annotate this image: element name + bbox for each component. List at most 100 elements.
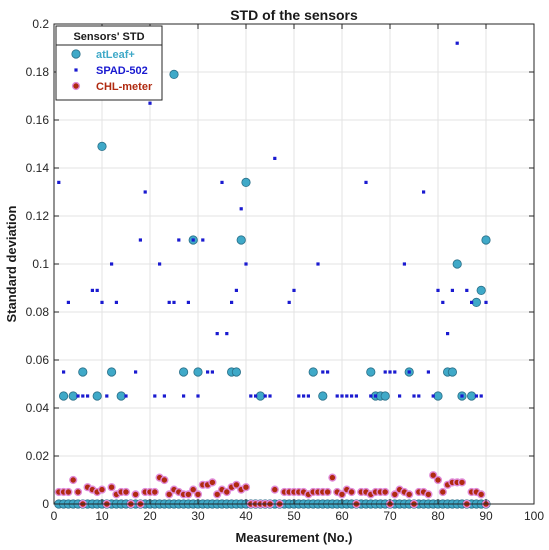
data-point xyxy=(323,487,332,497)
x-tick-label: 30 xyxy=(191,509,205,523)
data-point xyxy=(172,300,176,304)
data-point xyxy=(121,487,131,497)
data-point xyxy=(232,480,241,489)
data-point xyxy=(470,300,474,304)
data-point xyxy=(236,235,246,245)
data-point xyxy=(231,367,241,377)
data-point xyxy=(193,490,203,499)
data-point xyxy=(335,394,339,398)
data-point xyxy=(268,394,272,398)
data-point xyxy=(402,262,406,266)
y-tick-label: 0.06 xyxy=(26,353,50,367)
data-point xyxy=(417,394,421,398)
data-point xyxy=(244,262,248,266)
data-point xyxy=(374,394,378,398)
data-point xyxy=(431,394,435,398)
data-point xyxy=(177,238,181,242)
data-point xyxy=(184,490,193,499)
data-point xyxy=(308,367,318,377)
data-point xyxy=(476,285,486,295)
x-tick-label: 0 xyxy=(51,509,58,523)
data-point xyxy=(153,394,157,398)
data-point xyxy=(328,473,337,482)
axis-ticks: 0 10 20 30 40 50 60 70 80 90 100 0 0.02 0.04 0.06 0.08 0… xyxy=(26,17,545,523)
data-point xyxy=(86,394,90,398)
data-point xyxy=(225,332,229,336)
data-point xyxy=(95,288,99,292)
y-axis-label: Standard deviation xyxy=(4,205,19,322)
data-point xyxy=(186,300,190,304)
data-point xyxy=(116,391,126,401)
data-point xyxy=(255,391,265,401)
data-point xyxy=(287,300,291,304)
data-point xyxy=(222,487,231,497)
data-point xyxy=(455,41,459,45)
data-point xyxy=(447,367,457,377)
data-point xyxy=(388,370,392,374)
y-tick-label: 0.14 xyxy=(26,161,50,175)
data-point xyxy=(450,288,454,292)
data-point xyxy=(110,262,114,266)
data-point xyxy=(162,394,166,398)
data-point xyxy=(220,180,224,184)
data-point xyxy=(189,485,198,494)
data-point xyxy=(446,332,450,336)
legend-marker xyxy=(71,81,81,91)
data-point xyxy=(182,394,186,398)
data-point xyxy=(474,394,478,398)
data-point xyxy=(263,394,267,398)
data-point xyxy=(92,391,102,401)
x-tick-label: 100 xyxy=(524,509,544,523)
y-tick-label: 0.18 xyxy=(26,65,50,79)
x-tick-label: 40 xyxy=(239,509,253,523)
data-point xyxy=(179,367,189,377)
data-point xyxy=(169,69,179,80)
data-point xyxy=(438,487,447,497)
data-point xyxy=(369,394,373,398)
x-tick-label: 20 xyxy=(143,509,157,523)
y-tick-label: 0.04 xyxy=(26,401,50,415)
legend-label: CHL-meter xyxy=(96,81,153,93)
data-point xyxy=(241,483,251,492)
data-point xyxy=(436,288,440,292)
data-point xyxy=(422,190,426,194)
legend-label: atLeaf+ xyxy=(96,49,135,61)
data-point xyxy=(345,394,349,398)
y-tick-label: 0.16 xyxy=(26,113,50,127)
y-tick-label: 0.08 xyxy=(26,305,50,319)
data-point xyxy=(318,391,328,401)
data-point xyxy=(167,300,171,304)
data-point xyxy=(383,370,387,374)
data-point xyxy=(380,391,390,401)
data-point xyxy=(201,238,205,242)
data-point xyxy=(213,490,222,499)
data-point xyxy=(412,394,416,398)
data-point xyxy=(215,332,219,336)
data-point xyxy=(354,394,358,398)
legend-label: SPAD-502 xyxy=(96,65,148,77)
data-point xyxy=(484,300,488,304)
data-point xyxy=(326,370,330,374)
data-point xyxy=(148,101,152,105)
data-point xyxy=(441,300,445,304)
data-point xyxy=(150,487,159,497)
data-point xyxy=(57,180,61,184)
data-point xyxy=(81,394,85,398)
data-point xyxy=(158,262,162,266)
data-point xyxy=(477,490,486,499)
data-point xyxy=(452,259,462,269)
legend[interactable]: Sensors' STD atLeaf+ SPAD-502 CHL-meter xyxy=(55,25,163,101)
data-point xyxy=(347,487,356,497)
legend-marker xyxy=(74,68,78,72)
data-point xyxy=(114,300,118,304)
data-point xyxy=(297,394,301,398)
data-point xyxy=(239,207,243,211)
data-point xyxy=(292,288,296,292)
series-2 xyxy=(54,471,491,509)
data-point xyxy=(390,490,399,499)
data-point xyxy=(105,394,109,398)
data-point xyxy=(208,478,217,487)
data-point xyxy=(350,394,354,398)
x-tick-label: 10 xyxy=(95,509,109,523)
